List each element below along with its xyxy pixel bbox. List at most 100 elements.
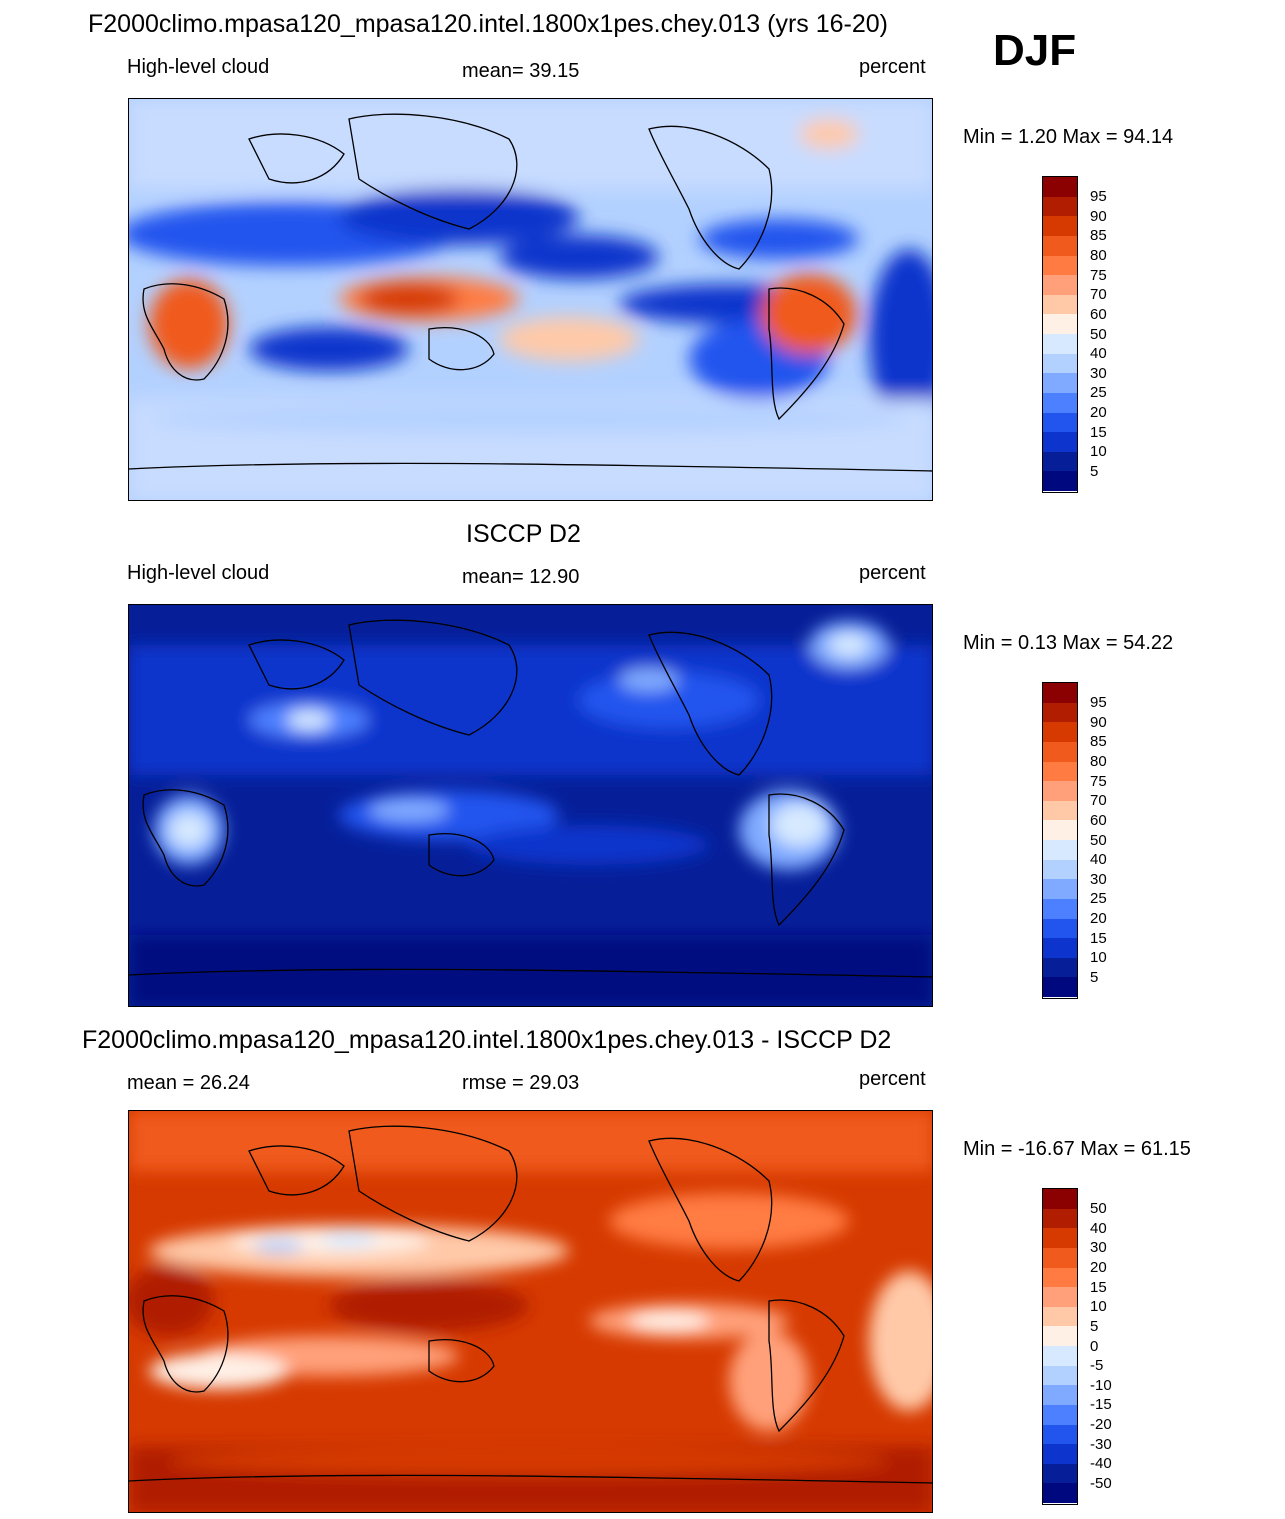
colorbar-swatch <box>1043 392 1077 413</box>
colorbar-swatch <box>1043 1306 1077 1327</box>
colorbar-swatch <box>1043 938 1077 958</box>
panel-2-map-svg <box>129 605 932 1006</box>
colorbar-tick-label: 90 <box>1090 713 1107 731</box>
colorbar-swatch <box>1043 702 1077 723</box>
panel-3-colorbar <box>1042 1188 1078 1505</box>
colorbar-tick-label: 20 <box>1090 910 1107 927</box>
panel-2-mean: mean= 12.90 <box>462 566 580 588</box>
colorbar-tick-label: 25 <box>1090 890 1107 908</box>
colorbar-swatch <box>1043 840 1077 860</box>
panel-1-title: F2000climo.mpasa120_mpasa120.intel.1800x… <box>88 10 889 38</box>
colorbar-tick-label: -50 <box>1090 1474 1112 1492</box>
panel-2-variable-label: High-level cloud <box>127 562 270 584</box>
colorbar-tick-label: 40 <box>1090 1219 1107 1237</box>
colorbar-swatch <box>1043 1424 1077 1445</box>
colorbar-tick-label: 95 <box>1090 694 1107 712</box>
panel-2-title: ISCCP D2 <box>466 520 581 548</box>
colorbar-swatch <box>1043 1189 1077 1209</box>
colorbar-swatch <box>1043 800 1077 821</box>
colorbar-swatch <box>1043 761 1077 782</box>
colorbar-tick-label: 80 <box>1090 753 1107 770</box>
colorbar-tick-label: 80 <box>1090 247 1107 264</box>
colorbar-tick-label: 10 <box>1090 443 1107 461</box>
colorbar-tick-label: 0 <box>1090 1337 1099 1355</box>
colorbar-tick-label: 20 <box>1090 1259 1107 1276</box>
colorbar-swatch <box>1043 1287 1077 1307</box>
colorbar-swatch <box>1043 314 1077 334</box>
colorbar-tick-label: 30 <box>1090 364 1107 382</box>
colorbar-swatch <box>1043 275 1077 295</box>
colorbar-swatch <box>1043 1365 1077 1386</box>
panel-3-map <box>128 1110 933 1513</box>
colorbar-tick-label: -40 <box>1090 1455 1112 1473</box>
colorbar-tick-label: 50 <box>1090 1200 1107 1218</box>
colorbar-swatch <box>1043 1385 1077 1405</box>
colorbar-swatch <box>1043 177 1077 197</box>
panel-2-units: percent <box>859 562 926 584</box>
colorbar-swatch <box>1043 1444 1077 1464</box>
panel-1-units: percent <box>859 56 926 78</box>
panel-3-minmax: Min = -16.67 Max = 61.15 <box>963 1138 1191 1160</box>
colorbar-swatch <box>1043 1326 1077 1346</box>
colorbar-swatch <box>1043 412 1077 433</box>
colorbar-tick-label: 15 <box>1090 1278 1107 1296</box>
colorbar-swatch <box>1043 451 1077 472</box>
panel-1-map <box>128 98 933 501</box>
colorbar-swatch <box>1043 216 1077 236</box>
colorbar-tick-label: 50 <box>1090 831 1107 849</box>
panel-1-colorbar <box>1042 176 1078 493</box>
colorbar-swatch <box>1043 918 1077 939</box>
colorbar-tick-label: -20 <box>1090 1416 1112 1433</box>
colorbar-swatch <box>1043 859 1077 880</box>
colorbar-tick-label: 90 <box>1090 207 1107 225</box>
panel-3-title: F2000climo.mpasa120_mpasa120.intel.1800x… <box>82 1026 892 1054</box>
colorbar-tick-label: 20 <box>1090 404 1107 421</box>
colorbar-swatch <box>1043 1483 1077 1503</box>
colorbar-tick-label: 30 <box>1090 1239 1107 1257</box>
colorbar-swatch <box>1043 741 1077 762</box>
colorbar-tick-label: 40 <box>1090 345 1107 363</box>
colorbar-tick-label: 95 <box>1090 188 1107 206</box>
colorbar-swatch <box>1043 1208 1077 1229</box>
colorbar-tick-label: 10 <box>1090 1298 1107 1316</box>
panel-1-variable-label: High-level cloud <box>127 56 270 78</box>
colorbar-tick-label: 70 <box>1090 286 1107 304</box>
colorbar-swatch <box>1043 255 1077 276</box>
colorbar-tick-label: 75 <box>1090 266 1107 284</box>
colorbar-swatch <box>1043 977 1077 997</box>
colorbar-swatch <box>1043 1463 1077 1484</box>
panel-2-colorbar <box>1042 682 1078 999</box>
colorbar-tick-label: -30 <box>1090 1435 1112 1453</box>
colorbar-swatch <box>1043 820 1077 840</box>
colorbar-swatch <box>1043 1228 1077 1248</box>
colorbar-swatch <box>1043 235 1077 256</box>
colorbar-tick-label: 60 <box>1090 811 1107 829</box>
colorbar-tick-label: 30 <box>1090 870 1107 888</box>
colorbar-swatch <box>1043 683 1077 703</box>
colorbar-tick-label: 60 <box>1090 305 1107 323</box>
colorbar-swatch <box>1043 781 1077 801</box>
colorbar-swatch <box>1043 432 1077 452</box>
colorbar-swatch <box>1043 1404 1077 1425</box>
panel-3-map-svg <box>129 1111 932 1512</box>
colorbar-tick-label: 85 <box>1090 733 1107 751</box>
colorbar-tick-label: 15 <box>1090 423 1107 441</box>
panel-3-rmse: rmse = 29.03 <box>462 1072 580 1094</box>
colorbar-tick-label: 40 <box>1090 851 1107 869</box>
colorbar-tick-label: 10 <box>1090 949 1107 967</box>
colorbar-swatch <box>1043 1247 1077 1268</box>
colorbar-swatch <box>1043 1346 1077 1366</box>
panel-1-minmax: Min = 1.20 Max = 94.14 <box>963 126 1174 148</box>
panel-1-map-svg <box>129 99 932 500</box>
colorbar-swatch <box>1043 471 1077 491</box>
colorbar-swatch <box>1043 294 1077 315</box>
colorbar-tick-label: 5 <box>1090 1317 1099 1335</box>
panel-1-mean: mean= 39.15 <box>462 60 580 82</box>
colorbar-tick-label: 85 <box>1090 227 1107 245</box>
panel-3-mean: mean = 26.24 <box>127 1072 250 1094</box>
panel-2-map <box>128 604 933 1007</box>
colorbar-tick-label: 25 <box>1090 384 1107 402</box>
colorbar-swatch <box>1043 898 1077 919</box>
colorbar-swatch <box>1043 879 1077 899</box>
colorbar-tick-label: -15 <box>1090 1396 1112 1414</box>
